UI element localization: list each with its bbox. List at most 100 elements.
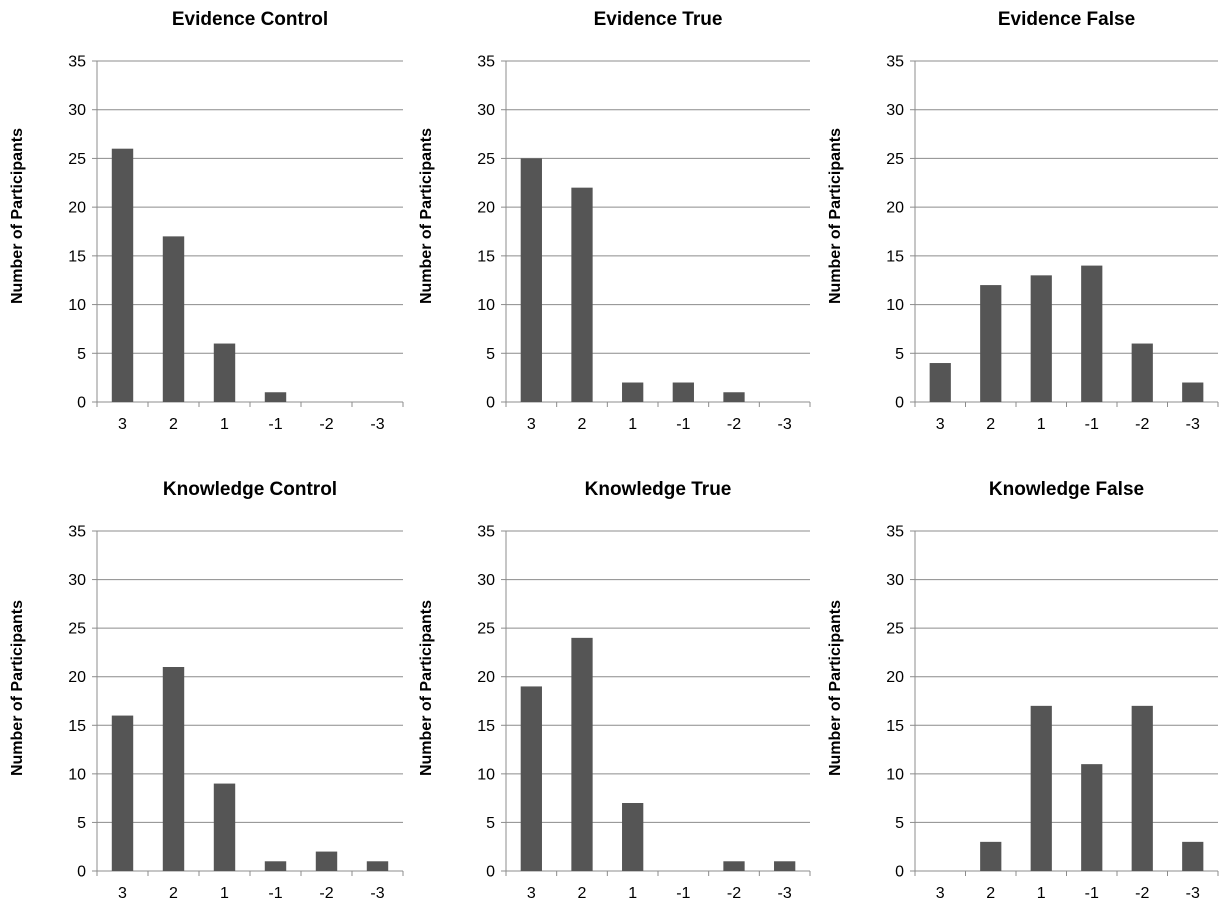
y-tick-label: 10: [477, 766, 495, 783]
x-tick-label: 2: [578, 416, 587, 433]
y-tick-label: 20: [886, 669, 904, 686]
x-tick-label: -1: [676, 416, 690, 433]
chart-title: Evidence False: [998, 9, 1135, 30]
x-tick-label: -1: [1085, 416, 1099, 433]
y-tick-label: 35: [68, 524, 86, 541]
y-tick-label: 35: [68, 54, 86, 71]
y-tick-label: 15: [886, 248, 904, 265]
chart-panel-evidence-true: Evidence True Number of Participants 0 5 10 1…: [418, 9, 811, 433]
bar-2: [571, 637, 593, 871]
bar-1: [929, 363, 951, 402]
x-tick-label: 3: [527, 885, 536, 902]
x-tick-label: 3: [118, 885, 127, 902]
y-tick-label: 20: [477, 669, 495, 686]
bar-3: [213, 343, 236, 402]
x-tick-label: -2: [319, 416, 333, 433]
y-tick-label: 35: [477, 54, 495, 71]
y-tick-label: 15: [477, 718, 495, 735]
chart-title: Knowledge True: [585, 479, 732, 500]
bar-5: [1131, 343, 1153, 402]
y-tick-label: 20: [477, 200, 495, 217]
x-tick-label: -2: [727, 416, 741, 433]
bar-1: [520, 686, 542, 871]
x-tick-label: 3: [118, 416, 127, 433]
y-tick-label: 5: [486, 815, 495, 832]
bar-3: [213, 783, 236, 871]
y-tick-label: 10: [477, 297, 495, 314]
x-tick-label: -3: [1186, 885, 1200, 902]
y-tick-label: 25: [68, 151, 86, 168]
bar-4: [264, 861, 287, 871]
bar-2: [162, 236, 185, 402]
bar-6: [774, 861, 796, 871]
x-tick-label: 1: [1037, 416, 1046, 433]
y-tick-label: 5: [77, 346, 86, 363]
y-tick-label: 0: [77, 864, 86, 881]
chart-panel-knowledge-true: Knowledge True Number of Participants 0 5 10…: [418, 479, 811, 902]
bar-3: [1030, 275, 1052, 402]
x-tick-label: 1: [220, 416, 229, 433]
bar-2: [980, 285, 1002, 402]
bar-6: [366, 861, 389, 871]
y-tick-label: 25: [886, 621, 904, 638]
x-tick-label: -2: [727, 885, 741, 902]
y-tick-label: 10: [68, 297, 86, 314]
bar-2: [980, 841, 1002, 871]
y-tick-label: 0: [486, 864, 495, 881]
chart-title: Evidence True: [594, 9, 723, 30]
y-axis-label: Number of Participants: [418, 128, 435, 304]
bar-4: [264, 392, 287, 402]
y-tick-label: 30: [68, 102, 86, 119]
y-tick-label: 5: [486, 346, 495, 363]
x-tick-label: -1: [1085, 885, 1099, 902]
y-tick-label: 0: [895, 864, 904, 881]
y-tick-label: 25: [477, 621, 495, 638]
y-tick-label: 0: [895, 395, 904, 412]
y-tick-label: 25: [886, 151, 904, 168]
y-tick-label: 30: [68, 572, 86, 589]
y-axis-label: Number of Participants: [9, 128, 26, 304]
x-tick-label: -3: [1186, 416, 1200, 433]
bar-1: [111, 148, 134, 402]
y-tick-label: 5: [895, 346, 904, 363]
y-axis-label: Number of Participants: [9, 600, 26, 776]
bar-4: [672, 382, 694, 402]
bar-1: [111, 715, 134, 871]
x-tick-label: -3: [778, 416, 792, 433]
bar-5: [723, 392, 745, 402]
y-tick-label: 20: [68, 669, 86, 686]
bar-2: [162, 667, 185, 871]
y-tick-label: 15: [886, 718, 904, 735]
y-tick-label: 5: [895, 815, 904, 832]
y-axis-label: Number of Participants: [827, 128, 844, 304]
y-tick-label: 30: [477, 572, 495, 589]
x-tick-label: 1: [628, 416, 637, 433]
x-tick-label: 2: [986, 885, 995, 902]
y-tick-label: 15: [68, 718, 86, 735]
x-tick-label: 2: [578, 885, 587, 902]
chart-title: Knowledge False: [989, 479, 1144, 500]
bar-3: [622, 382, 644, 402]
bar-6: [1182, 841, 1204, 871]
y-tick-label: 35: [477, 524, 495, 541]
bar-5: [1131, 705, 1153, 871]
x-tick-label: 1: [1037, 885, 1046, 902]
y-tick-label: 15: [477, 248, 495, 265]
bar-5: [315, 851, 338, 871]
x-tick-label: 3: [936, 885, 945, 902]
y-tick-label: 0: [77, 395, 86, 412]
x-tick-label: 2: [986, 416, 995, 433]
y-tick-label: 35: [886, 524, 904, 541]
y-tick-label: 0: [486, 395, 495, 412]
chart-panel-knowledge-control: Knowledge Control Number of Participants 0…: [9, 479, 404, 902]
y-tick-label: 25: [477, 151, 495, 168]
y-tick-label: 35: [886, 54, 904, 71]
chart-panel-evidence-control: Evidence Control Number of Participants 0 5…: [9, 9, 404, 433]
x-tick-label: 1: [220, 885, 229, 902]
bar-3: [622, 803, 644, 871]
bar-3: [1030, 705, 1052, 871]
y-tick-label: 30: [477, 102, 495, 119]
x-tick-label: -2: [319, 885, 333, 902]
y-tick-label: 15: [68, 248, 86, 265]
